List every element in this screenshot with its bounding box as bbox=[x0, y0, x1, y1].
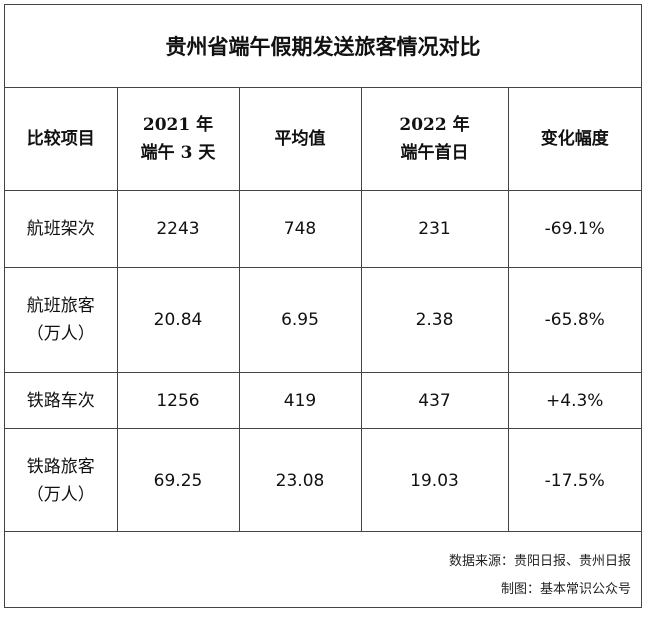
cell-average: 23.08 bbox=[238, 428, 362, 532]
cell-change: -69.1% bbox=[507, 190, 641, 268]
cell-change: -65.8% bbox=[507, 267, 641, 373]
chart-maker-note: 制图：基本常识公众号 bbox=[500, 582, 631, 597]
cell-average: 419 bbox=[238, 372, 362, 429]
table-row: 航班旅客 （万人） 20.84 6.95 2.38 -65.8% bbox=[5, 267, 641, 373]
row-label: 铁路旅客 （万人） bbox=[5, 428, 118, 532]
row-label: 铁路车次 bbox=[5, 372, 118, 429]
row-label: 航班架次 bbox=[5, 190, 118, 268]
cell-2022: 437 bbox=[360, 372, 509, 429]
cell-2021: 1256 bbox=[116, 372, 240, 429]
footer: 数据来源：贵阳日报、贵州日报 制图：基本常识公众号 bbox=[5, 531, 641, 607]
header-row: 比较项目 2021 年 端午 3 天 平均值 2022 年 端午首日 变化幅度 bbox=[5, 88, 641, 191]
table-row: 航班架次 2243 748 231 -69.1% bbox=[5, 190, 641, 268]
cell-2022: 231 bbox=[360, 190, 509, 268]
comparison-table: 比较项目 2021 年 端午 3 天 平均值 2022 年 端午首日 变化幅度 … bbox=[5, 88, 641, 532]
page-title: 贵州省端午假期发送旅客情况对比 bbox=[5, 5, 641, 88]
cell-2021: 20.84 bbox=[116, 267, 240, 373]
table-frame: 贵州省端午假期发送旅客情况对比 比较项目 2021 年 端午 3 天 平均值 2… bbox=[4, 4, 642, 608]
header-cell-change: 变化幅度 bbox=[507, 88, 641, 191]
header-cell-2022: 2022 年 端午首日 bbox=[360, 88, 509, 191]
cell-change: -17.5% bbox=[507, 428, 641, 532]
cell-average: 748 bbox=[238, 190, 362, 268]
table-row: 铁路车次 1256 419 437 +4.3% bbox=[5, 372, 641, 429]
cell-average: 6.95 bbox=[238, 267, 362, 373]
cell-change: +4.3% bbox=[507, 372, 641, 429]
header-cell-average: 平均值 bbox=[238, 88, 362, 191]
header-cell-2021: 2021 年 端午 3 天 bbox=[116, 88, 240, 191]
row-label: 航班旅客 （万人） bbox=[5, 267, 118, 373]
cell-2021: 69.25 bbox=[116, 428, 240, 532]
data-source-note: 数据来源：贵阳日报、贵州日报 bbox=[448, 554, 631, 569]
header-cell-item: 比较项目 bbox=[5, 88, 118, 191]
table-row: 铁路旅客 （万人） 69.25 23.08 19.03 -17.5% bbox=[5, 428, 641, 532]
cell-2021: 2243 bbox=[116, 190, 240, 268]
cell-2022: 19.03 bbox=[360, 428, 509, 532]
cell-2022: 2.38 bbox=[360, 267, 509, 373]
